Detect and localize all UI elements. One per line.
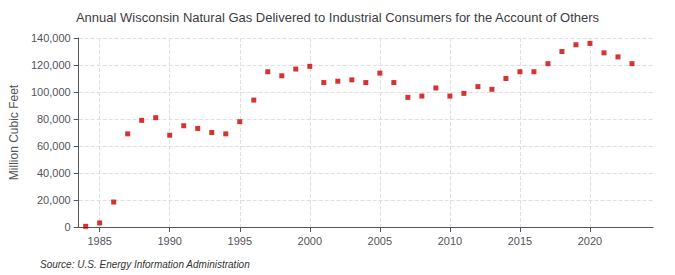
svg-text:0: 0	[65, 221, 71, 233]
svg-text:2020: 2020	[578, 235, 602, 247]
svg-text:1990: 1990	[157, 235, 181, 247]
svg-text:Annual Wisconsin Natural Gas D: Annual Wisconsin Natural Gas Delivered t…	[76, 10, 600, 25]
svg-text:20,000: 20,000	[37, 194, 71, 206]
svg-text:100,000: 100,000	[31, 86, 71, 98]
svg-text:2015: 2015	[508, 235, 532, 247]
svg-text:60,000: 60,000	[37, 140, 71, 152]
svg-text:120,000: 120,000	[31, 59, 71, 71]
svg-text:1985: 1985	[87, 235, 111, 247]
svg-text:80,000: 80,000	[37, 113, 71, 125]
svg-text:1995: 1995	[228, 235, 252, 247]
svg-text:140,000: 140,000	[31, 32, 71, 44]
svg-text:Source: U.S. Energy Informatio: Source: U.S. Energy Information Administ…	[40, 259, 250, 270]
svg-text:2005: 2005	[368, 235, 392, 247]
svg-text:Million Cubic Feet: Million Cubic Feet	[7, 84, 21, 180]
svg-text:40,000: 40,000	[37, 167, 71, 179]
svg-text:2010: 2010	[438, 235, 462, 247]
svg-text:2000: 2000	[298, 235, 322, 247]
